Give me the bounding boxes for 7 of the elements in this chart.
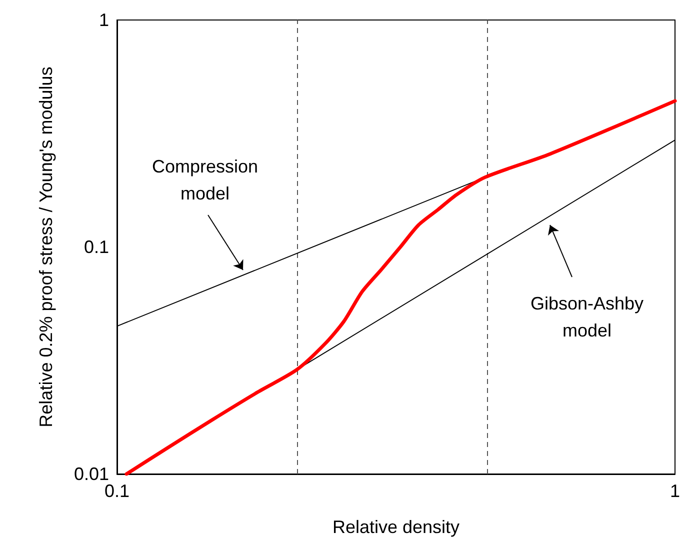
- y-tick-label: 0.01: [74, 464, 109, 484]
- annotation: Gibson-Ashby model: [530, 294, 644, 340]
- x-axis-title: Relative density: [332, 517, 460, 537]
- annotation: Compression model: [152, 156, 258, 204]
- y-tick-label: 1: [98, 10, 109, 30]
- y-axis-title: Relative 0.2% proof stress / Young's modulus: [36, 66, 56, 428]
- y-tick-label: 0.1: [84, 237, 109, 257]
